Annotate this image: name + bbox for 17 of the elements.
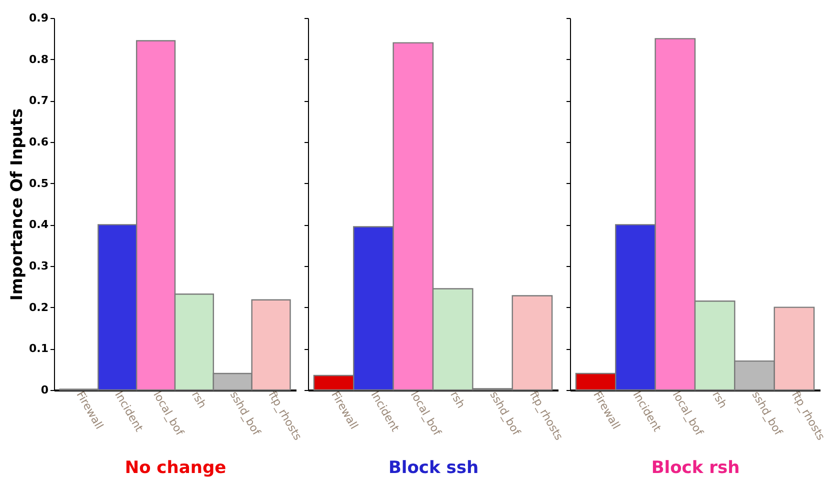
y-axis-title: Importance Of Inputs (7, 108, 26, 301)
y-tick-label: 0.1 (29, 342, 48, 356)
y-tick-label: 0.4 (29, 218, 49, 232)
y-tick-label: 0.2 (29, 300, 48, 314)
y-tick-label: 0.9 (29, 12, 48, 24)
y-tick-label: 0.5 (29, 176, 48, 190)
y-tick-label: 0 (40, 384, 49, 396)
x-tick-label: rsh (710, 389, 730, 410)
x-axis-title: Block ssh (388, 458, 479, 478)
y-tick-label: 0.8 (29, 52, 48, 66)
x-axis-title: Block rsh (651, 458, 740, 478)
y-tick-label: 0.6 (29, 136, 49, 148)
x-tick-label: rsh (448, 389, 468, 410)
x-axis-title: No change (124, 458, 226, 478)
y-tick-label: 0.3 (29, 260, 48, 272)
y-tick-label: 0.7 (29, 94, 48, 108)
x-tick-label: rsh (189, 389, 209, 410)
